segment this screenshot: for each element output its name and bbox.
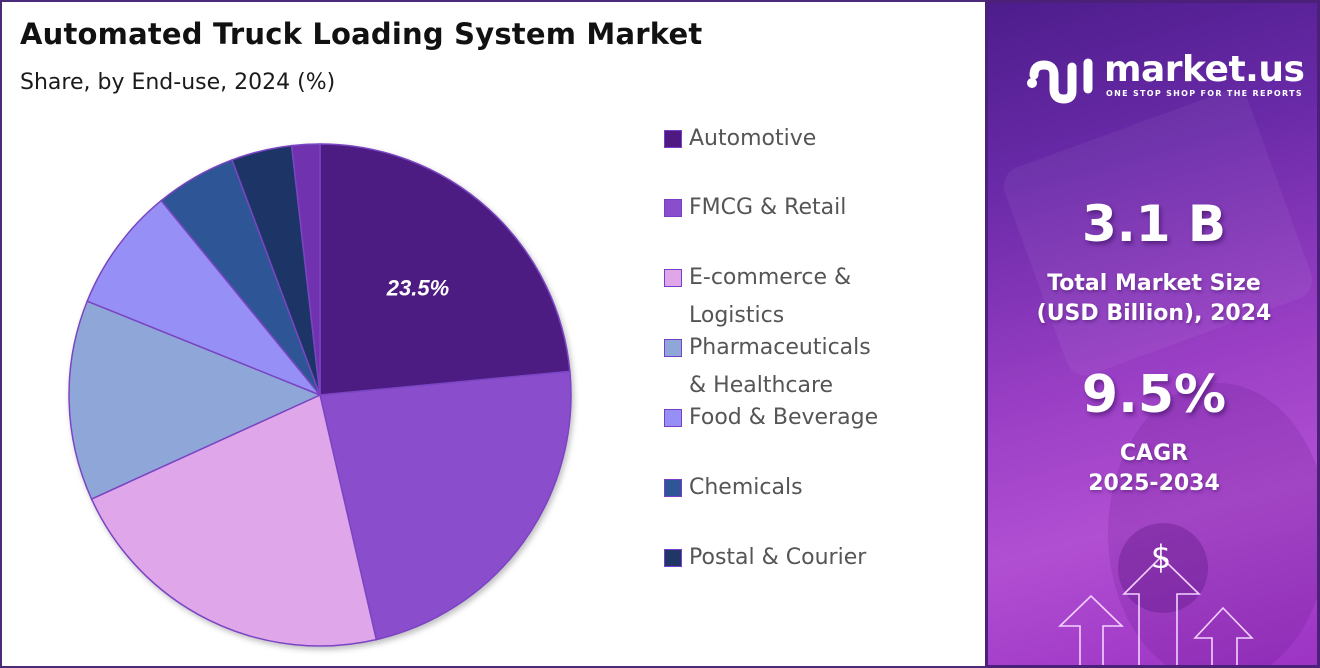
chart-title: Automated Truck Loading System Market: [20, 17, 703, 51]
legend-swatch: [664, 549, 682, 567]
chart-subtitle: Share, by End-use, 2024 (%): [20, 70, 336, 95]
chart-panel: Automated Truck Loading System Market Sh…: [0, 0, 988, 668]
legend-swatch: [664, 339, 682, 357]
legend-label: FMCG & Retail: [689, 195, 847, 220]
slice-data-label: 23.5%: [386, 275, 449, 300]
pie-slice: [290, 143, 321, 396]
market-size-label-line1: Total Market Size: [1047, 271, 1261, 296]
legend-label: E-commerce & Logistics: [689, 265, 852, 328]
pie-chart: 23.5%: [62, 139, 582, 659]
legend-label: Postal & Courier: [689, 545, 867, 570]
brand-name: market.us: [1104, 49, 1305, 90]
pie-slice: [319, 143, 571, 396]
legend-swatch: [664, 269, 682, 287]
pie-slice: [86, 199, 321, 396]
legend-swatch: [664, 199, 682, 217]
cagr-label-line2: 2025-2034: [1088, 471, 1220, 496]
legend-label: Automotive: [689, 126, 817, 151]
legend-swatch: [664, 130, 682, 148]
legend-swatch: [664, 409, 682, 427]
legend-label: Chemicals: [689, 475, 803, 500]
growth-arrows-icon: $: [1058, 538, 1254, 665]
market-us-logo-icon: [1027, 58, 1093, 104]
legend-label: Pharmaceuticals & Healthcare: [689, 335, 871, 398]
coffee-cup-decoration: [1118, 523, 1208, 613]
pie-slice: [90, 393, 378, 647]
brand-tagline: ONE STOP SHOP FOR THE REPORTS: [1106, 89, 1303, 98]
pie-slice: [319, 370, 572, 641]
dollar-icon: $: [1151, 538, 1171, 576]
cagr-value: 9.5%: [1081, 365, 1227, 425]
cagr-label-line1: CAGR: [1119, 441, 1189, 466]
background-decoration: [1108, 383, 1317, 665]
market-size-label-line2: (USD Billion), 2024: [1036, 301, 1272, 326]
legend-swatch: [664, 479, 682, 497]
brand-logo: market.us ONE STOP SHOP FOR THE REPORTS: [1026, 49, 1306, 113]
legend-label: Food & Beverage: [689, 405, 879, 430]
pie-slice: [68, 300, 322, 501]
summary-panel: market.us ONE STOP SHOP FOR THE REPORTS …: [988, 0, 1320, 668]
market-size-value: 3.1 B: [1081, 195, 1227, 253]
pie-chart-svg: 23.5%: [68, 143, 572, 647]
